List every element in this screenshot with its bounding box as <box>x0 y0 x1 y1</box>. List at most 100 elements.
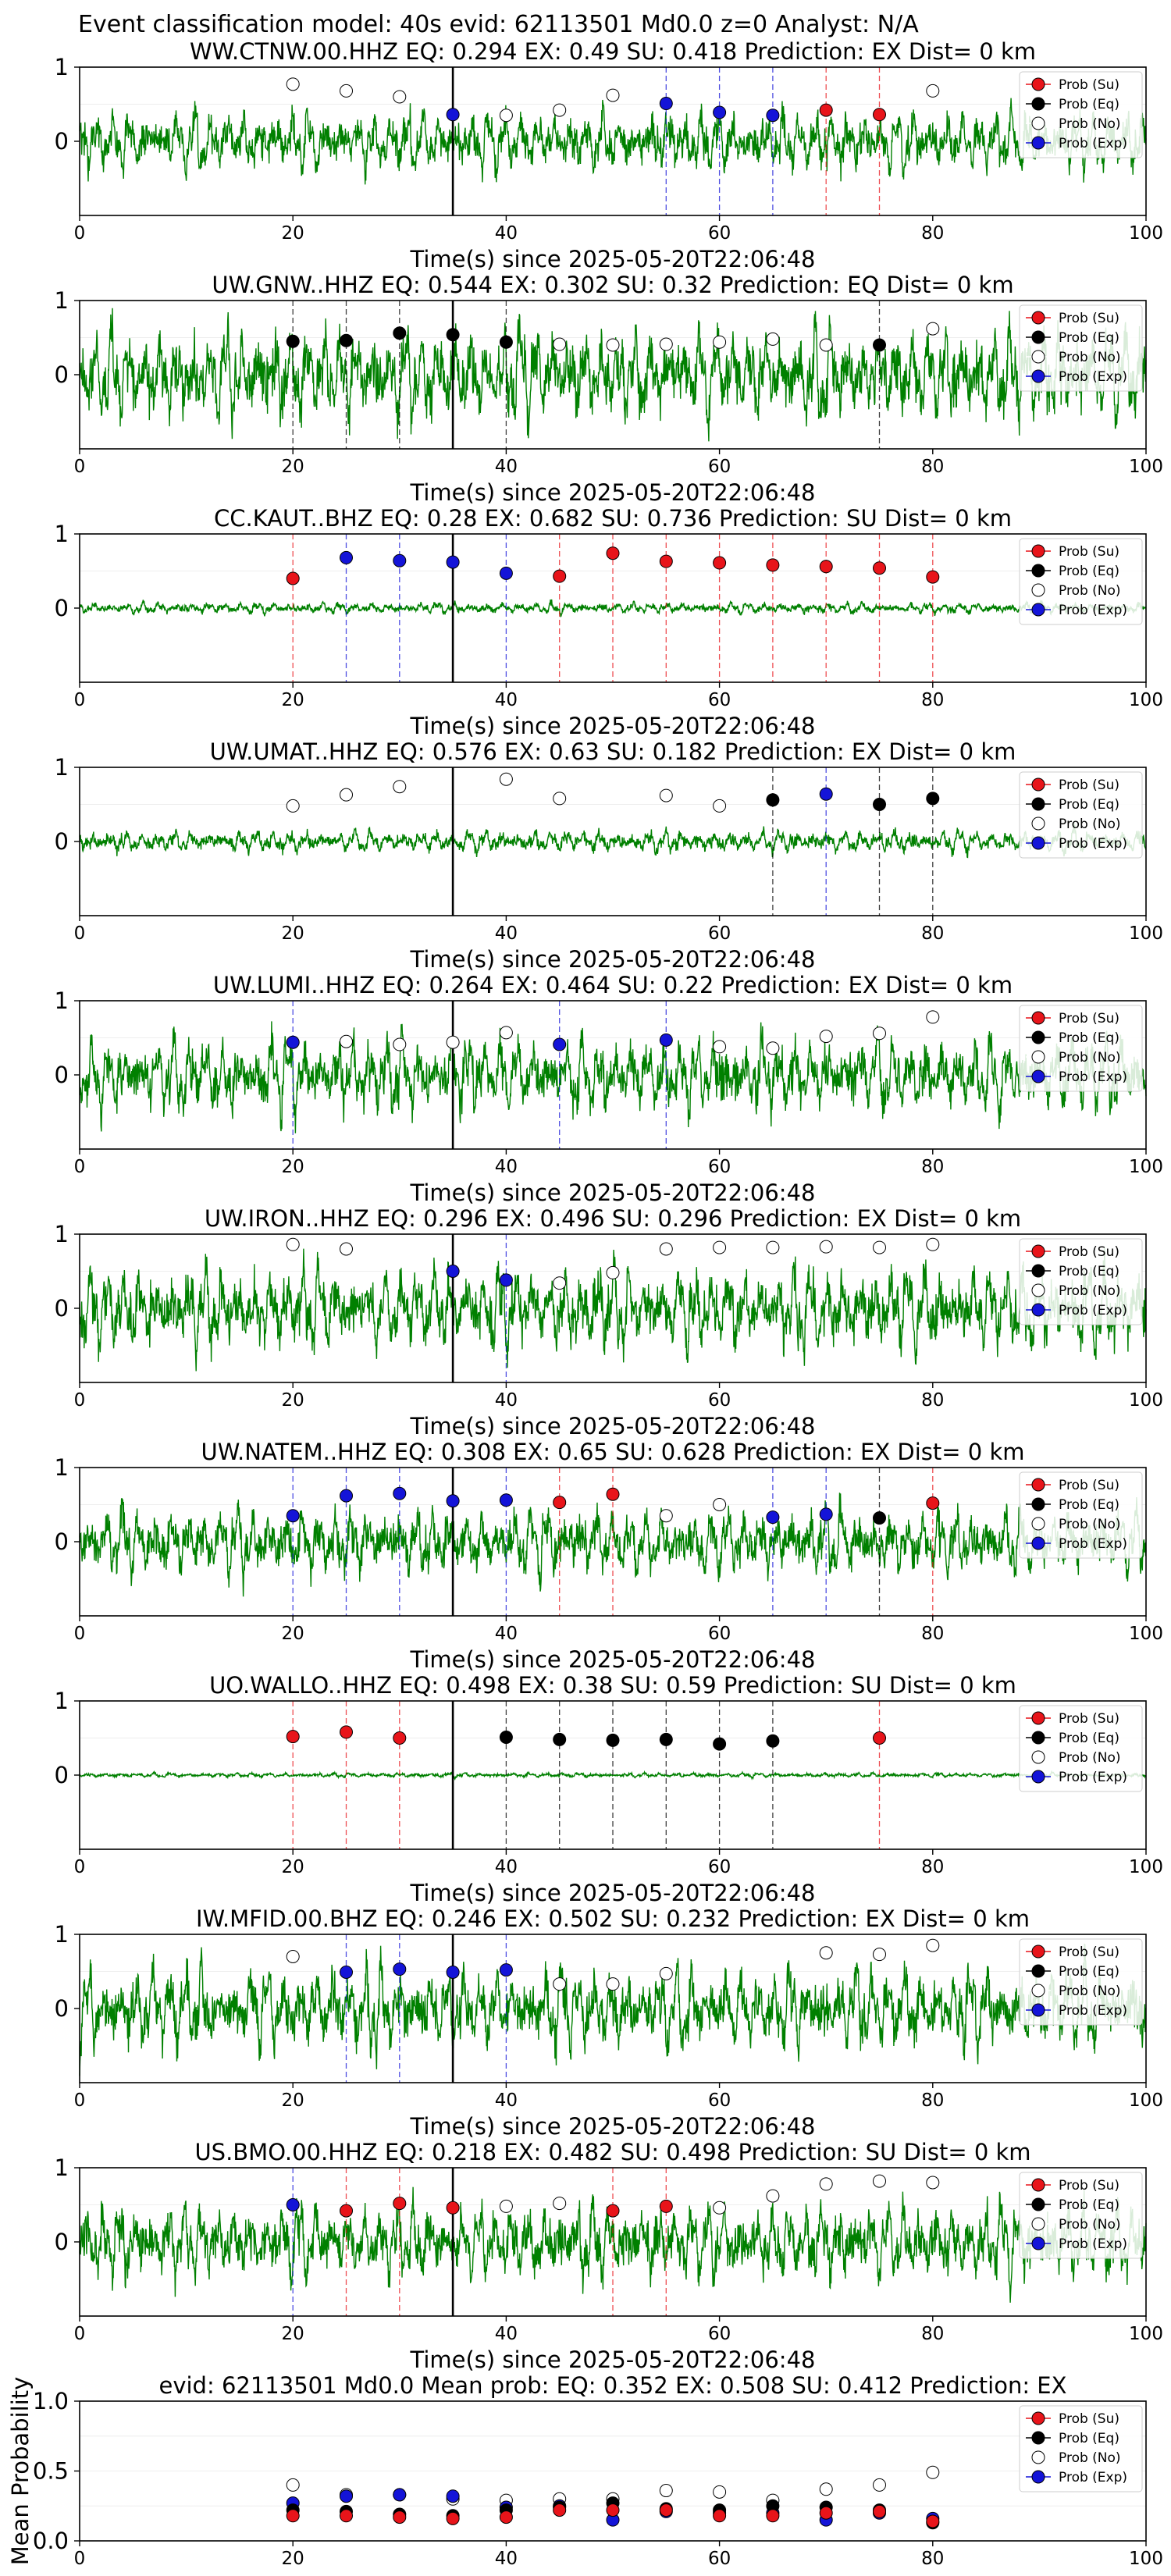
prob-marker-su <box>553 1496 567 1510</box>
prob-marker-eq <box>659 1732 673 1746</box>
legend-marker-exp <box>1031 369 1045 383</box>
prob-marker-no <box>606 1977 620 1991</box>
waveform-trace <box>79 308 1147 442</box>
x-axis: 0 20 40 60 80 100 <box>74 916 1163 944</box>
prob-marker-eq <box>393 326 407 340</box>
prob-marker-exp <box>499 1273 513 1287</box>
legend-marker-su <box>1031 77 1045 91</box>
legend-marker-eq <box>1031 2197 1045 2211</box>
legend-marker-su <box>1031 1011 1045 1025</box>
legend-label-exp: Prob (Exp) <box>1059 369 1127 385</box>
panel-title: IW.MFID.00.BHZ EQ: 0.246 EX: 0.502 SU: 0… <box>196 1905 1030 1932</box>
mean-marker-su <box>713 2509 727 2523</box>
prob-marker-no <box>659 337 673 351</box>
legend-marker-no <box>1031 817 1045 831</box>
panel-1: UW.GNW..HHZ EQ: 0.544 EX: 0.302 SU: 0.32… <box>55 272 1163 506</box>
prob-marker-no <box>926 1237 940 1251</box>
y-tick-label: 0 <box>55 1295 69 1322</box>
x-axis: 0 20 40 60 80 100 <box>74 1382 1163 1411</box>
legend-label-exp: Prob (Exp) <box>1059 2236 1127 2252</box>
x-axis: 0 20 40 60 80 100 <box>74 2083 1163 2111</box>
mean-marker-no <box>819 2482 833 2496</box>
prob-marker-no <box>766 2189 780 2203</box>
prob-marker-su <box>819 560 833 574</box>
prob-marker-su <box>606 2204 620 2218</box>
x-tick-label: 20 <box>282 1857 304 1877</box>
legend-marker-su <box>1031 1711 1045 1725</box>
panels: WW.CTNW.00.HHZ EQ: 0.294 EX: 0.49 SU: 0.… <box>7 38 1163 2569</box>
legend-label-no: Prob (No) <box>1059 2450 1121 2466</box>
prob-marker-exp <box>446 1265 460 1278</box>
x-tick-label: 40 <box>495 2090 518 2111</box>
prob-marker-no <box>606 338 620 352</box>
prob-marker-eq <box>766 1734 780 1748</box>
legend-marker-eq <box>1031 330 1045 344</box>
prob-marker-su <box>873 1731 886 1745</box>
x-tick-label: 100 <box>1129 1390 1163 1411</box>
x-axis-label: Time(s) since 2025-05-20T22:06:48 <box>410 1179 816 1206</box>
prob-marker-no <box>553 1977 567 1991</box>
mean-marker-su <box>606 2503 620 2517</box>
legend-label-eq: Prob (Eq) <box>1059 797 1119 813</box>
legend-marker-eq <box>1031 1030 1045 1044</box>
legend-box <box>1019 1238 1143 1325</box>
prob-marker-exp <box>819 1507 833 1521</box>
y-tick-label: 1 <box>55 1454 69 1481</box>
x-tick-label: 60 <box>708 923 731 944</box>
x-tick-label: 40 <box>495 223 518 244</box>
prob-marker-eq <box>766 793 780 807</box>
prob-marker-no <box>286 1950 300 1963</box>
mean-marker-exp <box>393 2488 407 2502</box>
panel-title: UW.LUMI..HHZ EQ: 0.264 EX: 0.464 SU: 0.2… <box>213 972 1013 998</box>
prob-marker-su <box>286 571 300 585</box>
prob-marker-no <box>393 1037 407 1051</box>
prob-marker-no <box>446 1035 460 1049</box>
legend-marker-exp <box>1031 136 1045 150</box>
legend-label-su: Prob (Su) <box>1059 1944 1119 1960</box>
prob-marker-no <box>499 109 513 123</box>
panel-title: UO.WALLO..HHZ EQ: 0.498 EX: 0.38 SU: 0.5… <box>209 1672 1016 1699</box>
y-tick-label: 0 <box>55 361 69 388</box>
legend-label-su: Prob (Su) <box>1059 77 1119 93</box>
prob-marker-exp <box>286 1035 300 1049</box>
x-tick-label: 100 <box>1129 1157 1163 1177</box>
x-tick-label: 0 <box>74 2090 86 2111</box>
x-tick-label: 100 <box>1129 1857 1163 1877</box>
panel-4: UW.LUMI..HHZ EQ: 0.264 EX: 0.464 SU: 0.2… <box>55 972 1163 1206</box>
prob-marker-eq <box>873 338 886 352</box>
mean-marker-su <box>393 2510 407 2524</box>
x-axis-label: Time(s) since 2025-05-20T22:06:48 <box>410 479 816 506</box>
legend-label-exp: Prob (Exp) <box>1059 1536 1127 1552</box>
prob-marker-no <box>553 103 567 117</box>
x-axis-label: Time(s) since 2025-05-20T22:06:48 <box>410 1880 816 1906</box>
legend-label-exp: Prob (Exp) <box>1059 1303 1127 1318</box>
prob-marker-su <box>659 554 673 568</box>
legend-marker-no <box>1031 116 1045 130</box>
legend-marker-no <box>1031 2450 1045 2464</box>
prob-marker-eq <box>926 792 940 806</box>
x-tick-label: 80 <box>921 690 944 710</box>
x-axis-label: Time(s) since 2025-05-20T22:06:48 <box>410 713 816 739</box>
waveform-trace <box>79 1770 1147 1781</box>
legend-label-exp: Prob (Exp) <box>1059 603 1127 618</box>
prob-marker-su <box>393 2197 407 2211</box>
prob-marker-exp <box>446 1494 460 1508</box>
legend-label-exp: Prob (Exp) <box>1059 1770 1127 1785</box>
panel-9: US.BMO.00.HHZ EQ: 0.218 EX: 0.482 SU: 0.… <box>55 2139 1163 2373</box>
x-tick-label: 20 <box>282 1157 304 1177</box>
legend-marker-su <box>1031 544 1045 558</box>
y-axis-label: Mean Probability <box>7 2377 34 2566</box>
prob-marker-eq <box>286 334 300 348</box>
legend-box <box>1019 1005 1143 1092</box>
x-axis-label: Time(s) since 2025-05-20T22:06:48 <box>410 246 816 272</box>
mean-marker-su <box>499 2510 513 2524</box>
legend-marker-no <box>1031 1750 1045 1764</box>
prob-marker-no <box>393 90 407 104</box>
y-tick-label: 0 <box>55 1762 69 1788</box>
prob-marker-exp <box>446 555 460 569</box>
prob-marker-exp <box>393 1486 407 1500</box>
legend-box <box>1019 71 1143 158</box>
prob-marker-eq <box>713 1737 727 1751</box>
legend-marker-eq <box>1031 564 1045 578</box>
prob-marker-exp <box>819 787 833 801</box>
